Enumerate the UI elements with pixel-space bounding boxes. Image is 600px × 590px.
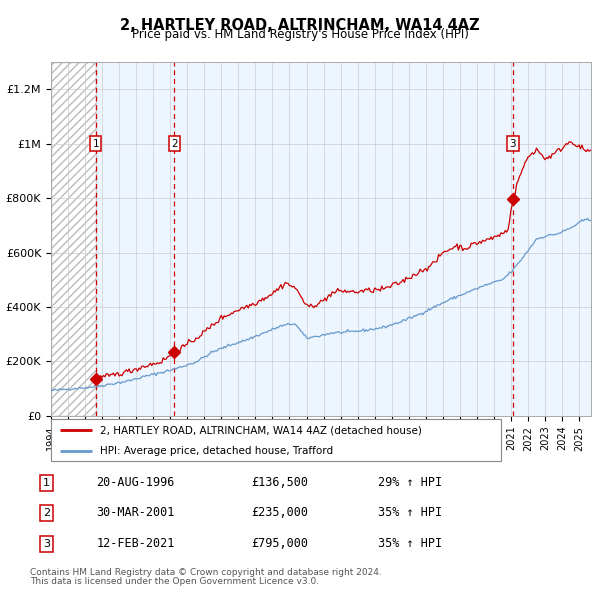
Text: 35% ↑ HPI: 35% ↑ HPI [378,506,442,519]
Text: 3: 3 [509,139,516,149]
Text: 3: 3 [43,539,50,549]
Text: Contains HM Land Registry data © Crown copyright and database right 2024.: Contains HM Land Registry data © Crown c… [30,568,382,576]
Text: 12-FEB-2021: 12-FEB-2021 [96,537,175,550]
Text: 30-MAR-2001: 30-MAR-2001 [96,506,175,519]
FancyBboxPatch shape [51,419,501,461]
Text: 1: 1 [92,139,99,149]
Text: This data is licensed under the Open Government Licence v3.0.: This data is licensed under the Open Gov… [30,577,319,586]
Text: HPI: Average price, detached house, Trafford: HPI: Average price, detached house, Traf… [101,446,334,456]
Text: 2: 2 [43,508,50,518]
Text: 1: 1 [43,478,50,488]
Text: £136,500: £136,500 [251,476,308,489]
Bar [175,62,591,416]
Text: 2, HARTLEY ROAD, ALTRINCHAM, WA14 4AZ: 2, HARTLEY ROAD, ALTRINCHAM, WA14 4AZ [120,18,480,32]
Text: 29% ↑ HPI: 29% ↑ HPI [378,476,442,489]
Text: Price paid vs. HM Land Registry's House Price Index (HPI): Price paid vs. HM Land Registry's House … [131,28,469,41]
Text: £235,000: £235,000 [251,506,308,519]
Bar [51,62,96,416]
Text: 20-AUG-1996: 20-AUG-1996 [96,476,175,489]
Text: 2, HARTLEY ROAD, ALTRINCHAM, WA14 4AZ (detached house): 2, HARTLEY ROAD, ALTRINCHAM, WA14 4AZ (d… [101,425,422,435]
Text: 2: 2 [171,139,178,149]
Text: 35% ↑ HPI: 35% ↑ HPI [378,537,442,550]
Text: £795,000: £795,000 [251,537,308,550]
Bar [96,62,175,416]
